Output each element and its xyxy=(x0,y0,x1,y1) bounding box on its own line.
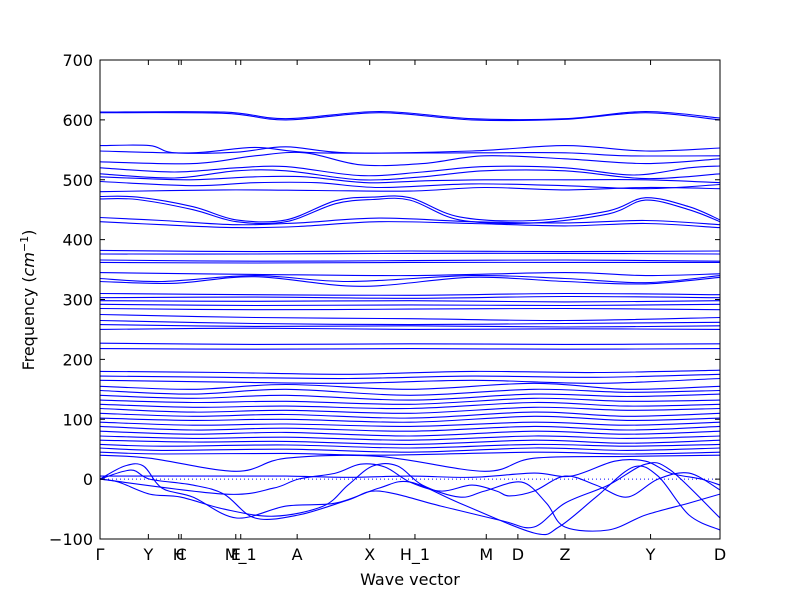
band-23 xyxy=(100,295,720,299)
x-path-label: M xyxy=(479,545,493,564)
band-45 xyxy=(100,425,720,432)
band-4 xyxy=(100,146,720,157)
band-19 xyxy=(100,272,720,277)
y-tick-label: 0 xyxy=(83,470,93,489)
x-path-labels: Γ Y HC EM_1 A X H_1 M D Z Y D xyxy=(96,545,727,565)
band-12 xyxy=(100,197,720,225)
y-tick-label: 200 xyxy=(62,350,93,369)
band-55 xyxy=(100,463,720,532)
band-46 xyxy=(100,430,720,437)
y-tick-label: 700 xyxy=(62,51,93,70)
band-44 xyxy=(100,421,720,427)
band-41 xyxy=(100,406,720,414)
band-20 xyxy=(100,274,720,284)
band-27 xyxy=(100,313,720,322)
band-7 xyxy=(100,169,720,181)
x-path-label: D xyxy=(714,545,726,564)
x-path-label: H xyxy=(173,545,185,564)
band-49 xyxy=(100,443,720,449)
band-22 xyxy=(100,292,720,296)
band-37 xyxy=(100,388,720,396)
band-18 xyxy=(100,261,720,264)
phonon-bands xyxy=(100,110,720,536)
band-52 xyxy=(100,454,720,472)
band-1 xyxy=(100,110,720,121)
band-39 xyxy=(100,397,720,405)
band-56 xyxy=(100,463,720,498)
band-29 xyxy=(100,324,720,328)
x-path-label: X xyxy=(364,545,375,564)
band-31 xyxy=(100,342,720,345)
band-54 xyxy=(100,462,720,529)
y-tick-labels: −100 0 100 200 300 400 500 600 700 xyxy=(49,51,93,549)
band-16 xyxy=(100,252,720,255)
band-28 xyxy=(100,319,720,326)
x-path-label: M_1 xyxy=(225,545,257,565)
band-15 xyxy=(100,249,720,253)
band-36 xyxy=(100,382,720,390)
band-30 xyxy=(100,327,720,330)
band-25 xyxy=(100,303,720,307)
y-tick-label: 100 xyxy=(62,410,93,429)
band-50 xyxy=(100,447,720,453)
band-48 xyxy=(100,439,720,445)
band-51 xyxy=(100,451,720,456)
y-axis-label-unit: cm xyxy=(19,252,38,276)
y-tick-label: 400 xyxy=(62,231,93,250)
band-5 xyxy=(100,151,720,167)
x-path-label: Z xyxy=(560,545,571,564)
band-40 xyxy=(100,401,720,410)
band-11 xyxy=(100,195,720,223)
band-26 xyxy=(100,307,720,311)
x-path-label: Y xyxy=(142,545,153,564)
band-35 xyxy=(100,377,720,384)
y-tick-label: 300 xyxy=(62,291,93,310)
band-24 xyxy=(100,300,720,303)
x-axis-label: Wave vector xyxy=(360,570,460,589)
x-path-label: E xyxy=(231,545,241,564)
x-path-label: A xyxy=(292,545,303,564)
band-47 xyxy=(100,435,720,441)
x-path-label: C xyxy=(176,545,187,564)
y-axis-label: Frequency (cm−1) xyxy=(18,230,38,371)
band-13 xyxy=(100,216,720,226)
band-34 xyxy=(100,373,720,380)
y-tick-label: −100 xyxy=(49,530,93,549)
y-axis-label-text: Frequency ( xyxy=(19,276,38,370)
x-path-label: Γ xyxy=(96,545,105,564)
y-axis-label-close: ) xyxy=(19,230,38,236)
band-17 xyxy=(100,259,720,262)
band-32 xyxy=(100,348,720,350)
band-14 xyxy=(100,221,720,229)
plot-area-frame xyxy=(99,59,721,540)
y-tick-label: 600 xyxy=(62,111,93,130)
x-path-label: D xyxy=(512,545,524,564)
band-6 xyxy=(100,165,720,177)
band-43 xyxy=(100,415,720,423)
band-42 xyxy=(100,411,720,419)
y-tick-label: 500 xyxy=(62,171,93,190)
band-10 xyxy=(100,186,720,193)
band-33 xyxy=(100,369,720,375)
band-38 xyxy=(100,393,720,401)
band-21 xyxy=(100,276,720,287)
band-8 xyxy=(100,175,720,184)
band-57 xyxy=(100,458,720,486)
y-axis-label-exp: −1 xyxy=(18,236,31,252)
band-2 xyxy=(100,112,720,122)
x-path-label: H_1 xyxy=(400,545,430,565)
x-path-label: Y xyxy=(645,545,656,564)
